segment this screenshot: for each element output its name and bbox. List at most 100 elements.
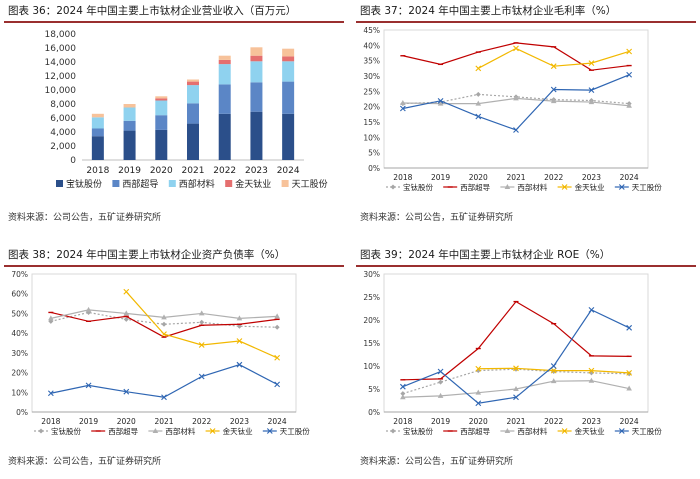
y-tick-label: 0% (368, 408, 380, 417)
legend-label: 宝钛股份 (403, 182, 433, 192)
bar-2018-series-4 (91, 113, 104, 118)
x-tick-label: 2019 (431, 417, 450, 426)
x-tick-label: 2024 (620, 173, 639, 182)
bar-2024-series-0 (282, 113, 295, 160)
data-point (85, 382, 92, 389)
y-tick-label: 14,000 (45, 58, 77, 68)
data-point (161, 314, 167, 320)
y-tick-label: 2,000 (50, 142, 76, 152)
data-point (236, 338, 243, 344)
data-point (199, 319, 205, 325)
x-tick-label: 2021 (182, 166, 205, 176)
series-line-4 (50, 364, 278, 398)
legend-label: 天工股份 (632, 426, 662, 436)
bar-2021-series-0 (187, 123, 199, 160)
data-point (48, 315, 54, 321)
chart-title: 图表 36：2024 年中国主要上市钛材企业营业收入（百万元） (8, 5, 297, 17)
legend-label: 金天钛业 (575, 182, 605, 192)
y-tick-label: 40% (363, 41, 380, 50)
y-tick-label: 10% (363, 133, 380, 142)
data-point (123, 388, 130, 395)
y-tick-label: 30% (363, 270, 380, 279)
x-tick-label: 2020 (117, 417, 136, 426)
legend-swatch (168, 180, 176, 187)
y-tick-label: 10% (363, 362, 380, 371)
data-point (198, 373, 205, 380)
y-tick-label: 20% (11, 369, 28, 378)
data-point (588, 99, 595, 105)
legend-label: 金天钛业 (223, 426, 253, 436)
x-tick-label: 2018 (393, 417, 412, 426)
y-tick-label: 6,000 (50, 114, 76, 124)
chart-panel-revenue: 图表 36：2024 年中国主要上市钛材企业营业收入（百万元） 0 2,000 4,… (4, 2, 344, 234)
bar-2021-series-2 (187, 85, 199, 104)
y-tick-label: 0% (16, 408, 28, 417)
y-tick-label: 0 (70, 156, 76, 166)
chart-panel-gross-margin: 图表 37：2024 年中国主要上市钛材企业毛利率（%） 0% 5% 10% 15% 2… (356, 2, 696, 234)
data-point (475, 100, 482, 106)
data-point (475, 400, 482, 407)
data-point (551, 369, 557, 375)
data-point (399, 383, 406, 390)
legend-swatch (112, 180, 120, 187)
bar-2023-series-1 (250, 82, 263, 112)
data-point (626, 102, 632, 108)
legend-swatch (56, 180, 63, 187)
data-point (274, 381, 281, 388)
chart-panel-debt-ratio: 图表 38：2024 年中国主要上市钛材企业资产负债率（%） 0% 10% 20% 3… (4, 246, 344, 478)
data-point (513, 386, 519, 391)
bar-2024-series-1 (282, 81, 295, 114)
x-tick-label: 2018 (86, 166, 109, 176)
data-point (161, 394, 167, 401)
data-point (475, 113, 482, 120)
data-point (236, 361, 243, 368)
plot-frame (31, 273, 297, 413)
data-point (161, 321, 167, 327)
y-tick-label: 20% (363, 103, 380, 112)
data-point (437, 392, 444, 398)
data-point (475, 389, 482, 395)
y-tick-label: 12,000 (45, 72, 77, 82)
data-point (550, 367, 557, 374)
data-point (400, 391, 406, 397)
x-tick-label: 2019 (118, 166, 141, 176)
x-tick-label: 2022 (544, 173, 563, 182)
data-point (198, 310, 205, 316)
data-point (626, 371, 632, 377)
legend-label: 宝钛股份 (51, 426, 81, 436)
legend-swatch (225, 180, 233, 187)
x-tick-label: 2024 (277, 166, 300, 176)
data-point (123, 288, 130, 295)
legend-label: 天工股份 (280, 426, 310, 436)
title-divider (4, 265, 344, 267)
bar-2018-series-0 (91, 136, 104, 160)
x-tick-label: 2020 (469, 417, 488, 426)
bar-2019-series-1 (123, 120, 136, 131)
bar-2020-series-3 (155, 98, 168, 101)
data-point (588, 87, 595, 93)
bar-2022-series-4 (218, 55, 231, 60)
y-tick-label: 18,000 (45, 30, 77, 40)
legend-label: 西部超导 (122, 178, 158, 190)
data-point (618, 428, 625, 434)
y-tick-label: 40% (11, 329, 28, 338)
x-tick-label: 2024 (268, 417, 287, 426)
x-tick-label: 2022 (544, 417, 563, 426)
legend-label: 宝钛股份 (403, 426, 433, 436)
y-tick-label: 5% (368, 149, 380, 158)
data-point (274, 354, 281, 361)
data-point (550, 98, 557, 104)
gross-margin-line-chart: 0% 5% 10% 15% 20% 25% 30% 35% 40% 45% 2018 2019 2020… (363, 26, 662, 192)
bar-2021-series-4 (187, 79, 199, 82)
data-point (513, 95, 519, 101)
data-point (152, 428, 159, 433)
y-tick-label: 5% (368, 385, 380, 394)
data-point (626, 71, 633, 78)
bar-2019-series-4 (123, 104, 136, 108)
y-tick-label: 15% (363, 339, 380, 348)
x-tick-label: 2019 (79, 417, 98, 426)
legend-label: 宝钛股份 (66, 178, 102, 190)
data-point (437, 368, 444, 375)
title-divider (4, 21, 344, 23)
data-point (123, 310, 130, 316)
